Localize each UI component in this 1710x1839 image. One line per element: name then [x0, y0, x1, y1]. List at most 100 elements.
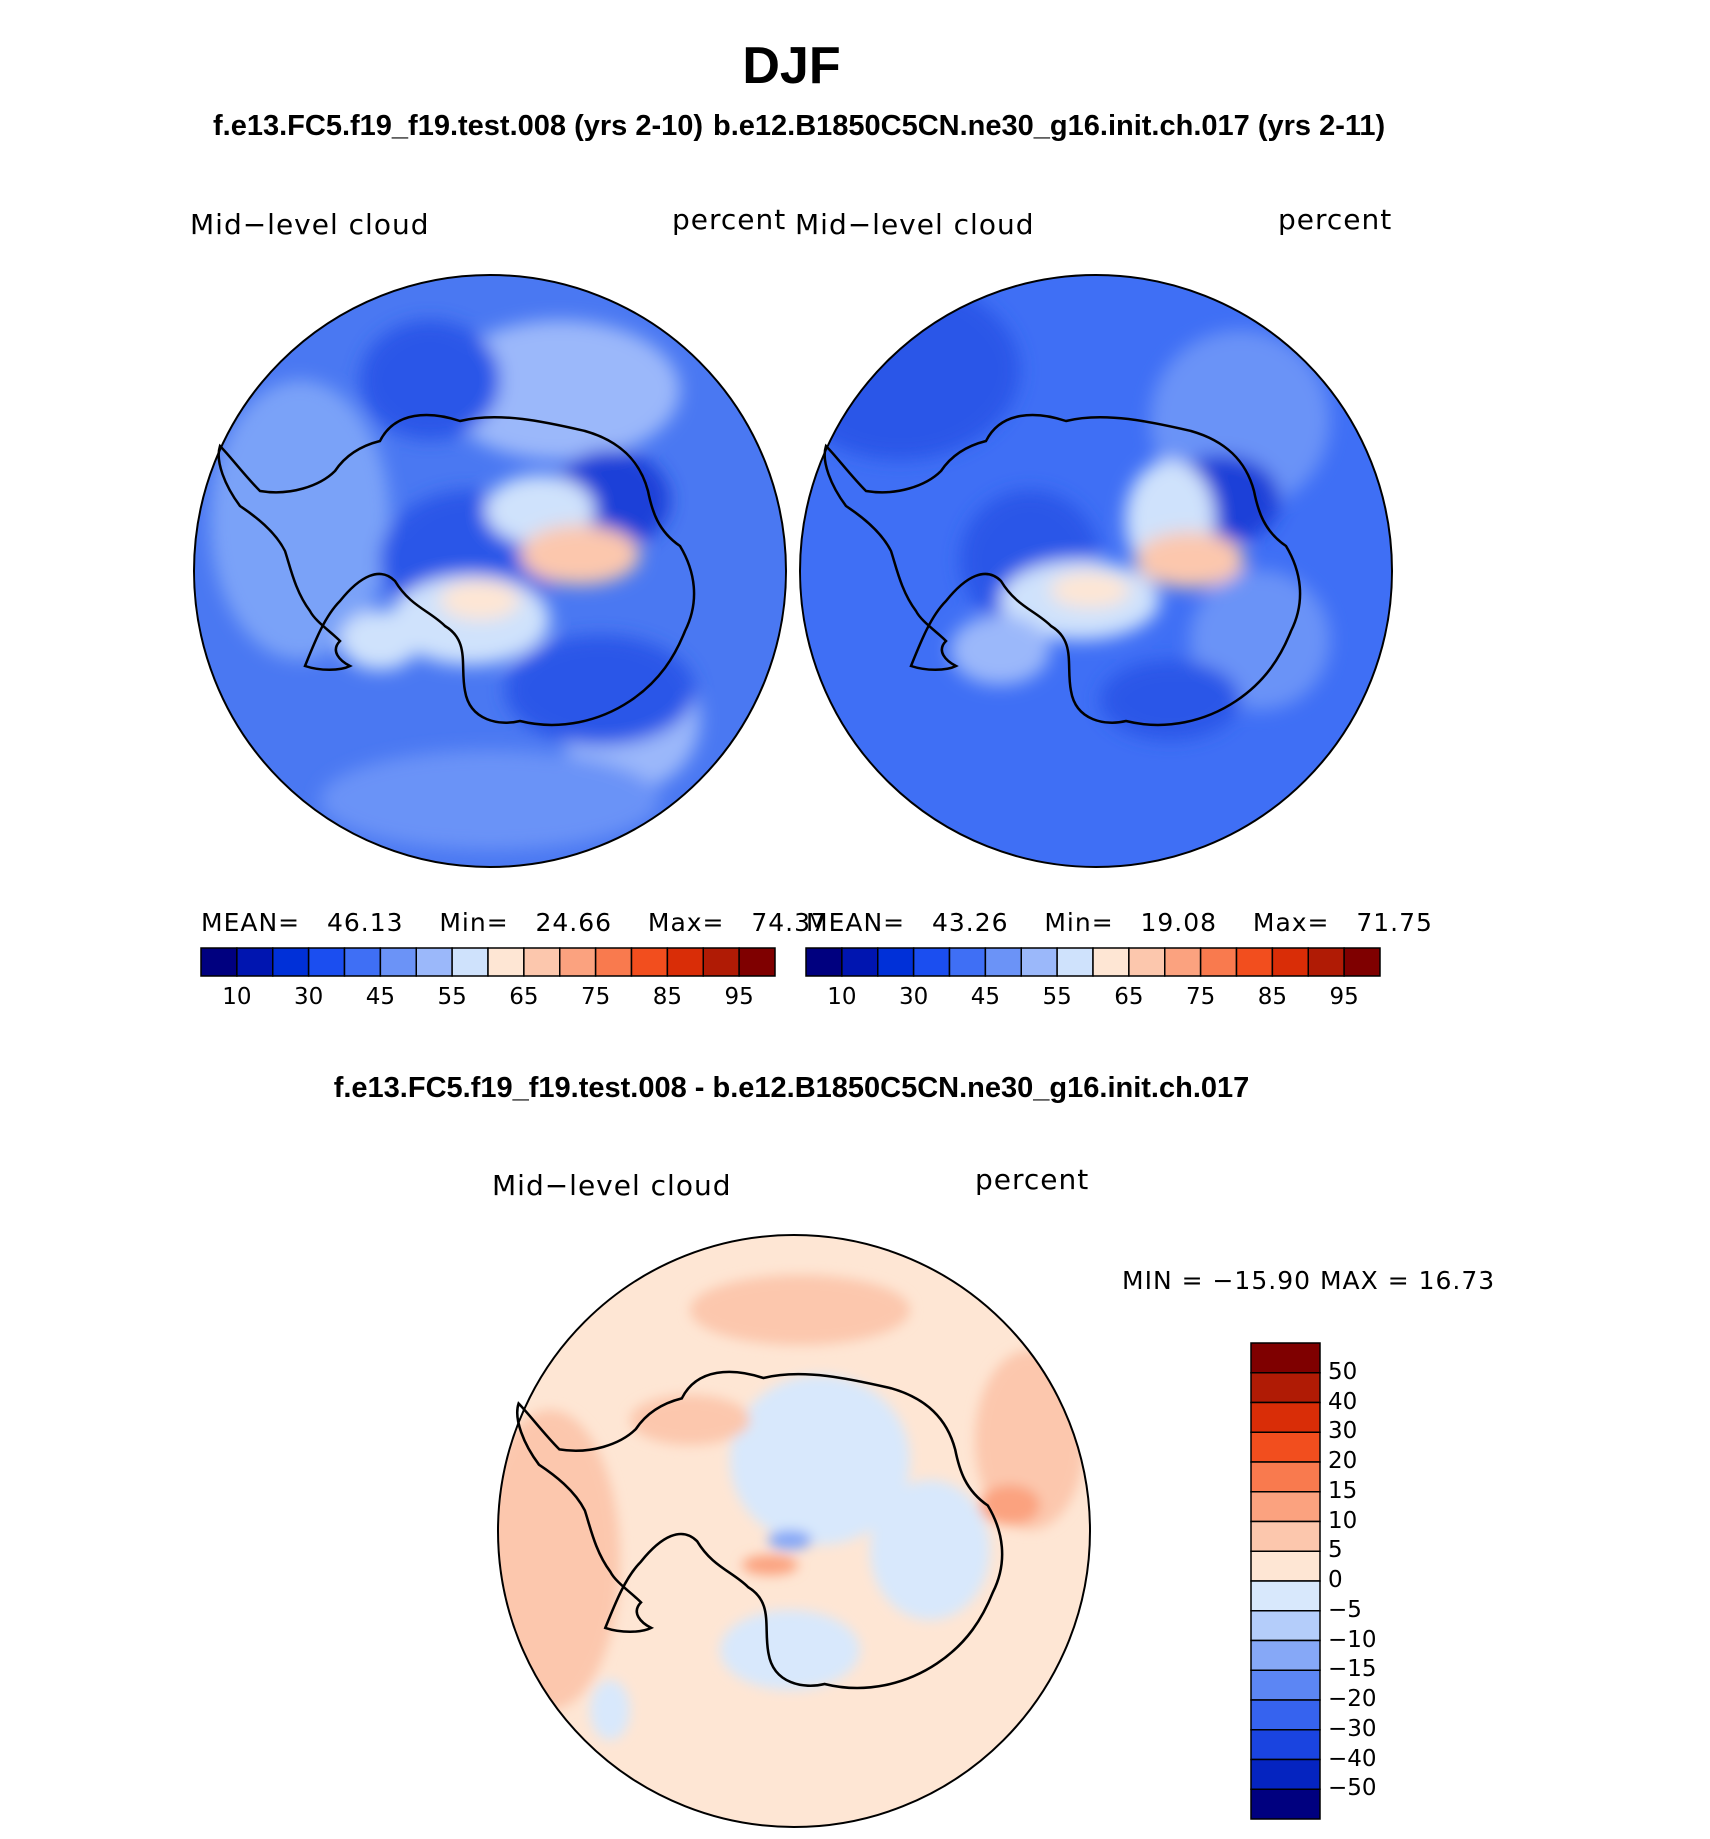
- panel1-max-label: Max=: [647, 908, 725, 937]
- panel1-colorbar-swatch: [343, 947, 382, 977]
- panel2-colorbar-swatch: [1235, 947, 1274, 977]
- difference-colorbar-tick-label: 20: [1328, 1448, 1358, 1474]
- panel2-mean-value: 43.26: [931, 908, 1009, 937]
- panel2-colorbar-tick-label: 30: [898, 984, 929, 1010]
- panel2-min-value: 19.08: [1140, 908, 1218, 937]
- panel2-colorbar-tick-label: 95: [1329, 984, 1359, 1010]
- panel1-colorbar-tick-label: 30: [293, 984, 324, 1010]
- difference-colorbar-swatch: [1250, 1461, 1321, 1493]
- difference-title: f.e13.FC5.f19_f19.test.008 - b.e12.B1850…: [333, 1072, 1250, 1104]
- panel2-colorbar: [805, 947, 1381, 977]
- panel2-colorbar-swatch: [912, 947, 951, 977]
- panel2-stats: MEAN= 43.26 Min= 19.08 Max= 71.75: [806, 908, 1433, 937]
- difference-colorbar-tick-label: −30: [1328, 1715, 1377, 1742]
- panel1-colorbar-tick-label: 45: [365, 984, 396, 1010]
- difference-colorbar-tick-label: −40: [1328, 1745, 1377, 1772]
- panel2-max-value: 71.75: [1356, 908, 1433, 937]
- difference-colorbar-swatch: [1250, 1788, 1321, 1820]
- panel1-colorbar-swatch: [702, 947, 740, 977]
- difference-colorbar-tick-label: 30: [1328, 1418, 1358, 1445]
- panel2-units-label: percent: [1278, 203, 1393, 236]
- panel1-min-label: Min=: [439, 908, 509, 937]
- panel2-colorbar-tick-label: 65: [1114, 984, 1144, 1010]
- panel2-min-label: Min=: [1044, 908, 1114, 937]
- difference-colorbar-swatch: [1250, 1491, 1321, 1523]
- panel2-colorbar-tick-label: 45: [970, 984, 1001, 1010]
- difference-map-border: [497, 1234, 1091, 1828]
- panel2-colorbar-swatch: [1128, 947, 1166, 977]
- panel2-map-border: [799, 274, 1393, 868]
- panel1-colorbar-tick-label: 10: [222, 984, 252, 1010]
- difference-colorbar-tick-label: 40: [1328, 1388, 1358, 1415]
- panel2-colorbar-swatch: [1307, 947, 1345, 977]
- panel2-colorbar-swatch: [1092, 947, 1130, 977]
- difference-colorbar-tick-label: 50: [1328, 1358, 1358, 1385]
- difference-colorbar-swatch: [1250, 1669, 1321, 1701]
- panel1-units-label: percent: [672, 203, 787, 236]
- difference-colorbar-swatch: [1250, 1342, 1321, 1374]
- panel2-colorbar-swatch: [1271, 947, 1309, 977]
- panel1-colorbar-tick-label: 65: [509, 984, 539, 1010]
- panel1-colorbar-swatch: [415, 947, 453, 977]
- panel2-colorbar-tick-label: 10: [827, 984, 857, 1010]
- panel2-colorbar-swatch: [1343, 947, 1381, 977]
- difference-colorbar-tick-label: 5: [1328, 1537, 1343, 1564]
- panel1-colorbar-tick-label: 55: [437, 984, 467, 1010]
- panel2-colorbar-swatch: [841, 947, 879, 977]
- panel2-colorbar-tick-label: 55: [1042, 984, 1072, 1010]
- difference-colorbar-swatch: [1250, 1639, 1321, 1671]
- panel1-colorbar-swatch: [559, 947, 597, 977]
- panel1-map: [193, 274, 787, 868]
- panel1-colorbar-swatch: [594, 947, 633, 977]
- panel1-colorbar-swatch: [379, 947, 417, 977]
- panel2-colorbar-swatch: [948, 947, 987, 977]
- panel1-colorbar-swatch: [451, 947, 489, 977]
- panel1-colorbar-swatch: [307, 947, 346, 977]
- difference-colorbar: [1250, 1342, 1321, 1820]
- panel1-colorbar-swatch: [738, 947, 776, 977]
- difference-units-label: percent: [975, 1163, 1090, 1196]
- panel1-mean-label: MEAN=: [201, 908, 301, 937]
- difference-colorbar-swatch: [1250, 1580, 1321, 1612]
- panel2-max-label: Max=: [1252, 908, 1330, 937]
- panel1-colorbar: [200, 947, 776, 977]
- difference-colorbar-swatch: [1250, 1550, 1321, 1582]
- panel1-colorbar-swatch: [200, 947, 238, 977]
- panel1-stats: MEAN= 46.13 Min= 24.66 Max= 74.37: [201, 908, 828, 937]
- panel1-mean-value: 46.13: [326, 908, 404, 937]
- panel2-colorbar-swatch: [1020, 947, 1058, 977]
- difference-colorbar-swatch: [1250, 1610, 1321, 1642]
- panel2-variable-label: Mid−level cloud: [795, 208, 1035, 241]
- difference-minmax: MIN = −15.90 MAX = 16.73: [1122, 1266, 1496, 1295]
- panel1-colorbar-tick-label: 95: [724, 984, 754, 1010]
- panel1-colorbar-swatch: [523, 947, 561, 977]
- panel1-colorbar-swatch: [630, 947, 669, 977]
- panel2-colorbar-swatch: [877, 947, 915, 977]
- panel2-colorbar-swatch: [805, 947, 843, 977]
- panel1-colorbar-tick-label: 75: [580, 984, 611, 1010]
- difference-colorbar-swatch: [1250, 1729, 1321, 1761]
- panel2-colorbar-swatch: [1164, 947, 1202, 977]
- panel2-run-title: b.e12.B1850C5CN.ne30_g16.init.ch.017 (yr…: [713, 110, 1386, 142]
- panel2-map: [799, 274, 1393, 868]
- difference-colorbar-tick-label: 0: [1328, 1567, 1343, 1593]
- panel2-colorbar-swatch: [984, 947, 1022, 977]
- panel1-min-value: 24.66: [535, 908, 613, 937]
- panel1-map-border: [193, 274, 787, 868]
- difference-colorbar-swatch: [1250, 1431, 1321, 1463]
- difference-colorbar-tick-label: −10: [1328, 1626, 1377, 1653]
- difference-colorbar-tick-label: −50: [1328, 1775, 1377, 1802]
- panel1-cloud-contours: [210, 320, 700, 850]
- difference-map: [497, 1234, 1091, 1828]
- panel1-colorbar-swatch: [272, 947, 310, 977]
- difference-colorbar-swatch: [1250, 1758, 1321, 1790]
- panel1-run-title: f.e13.FC5.f19_f19.test.008 (yrs 2-10): [213, 110, 704, 142]
- panel2-colorbar-tick-label: 75: [1185, 984, 1216, 1010]
- difference-colorbar-tick-label: 10: [1328, 1507, 1358, 1534]
- panel1-max-value: 74.37: [751, 908, 828, 937]
- difference-colorbar-tick-label: 15: [1328, 1477, 1358, 1504]
- panel2-mean-label: MEAN=: [806, 908, 906, 937]
- difference-colorbar-tick-label: −15: [1328, 1656, 1377, 1683]
- difference-colorbar-swatch: [1250, 1372, 1321, 1404]
